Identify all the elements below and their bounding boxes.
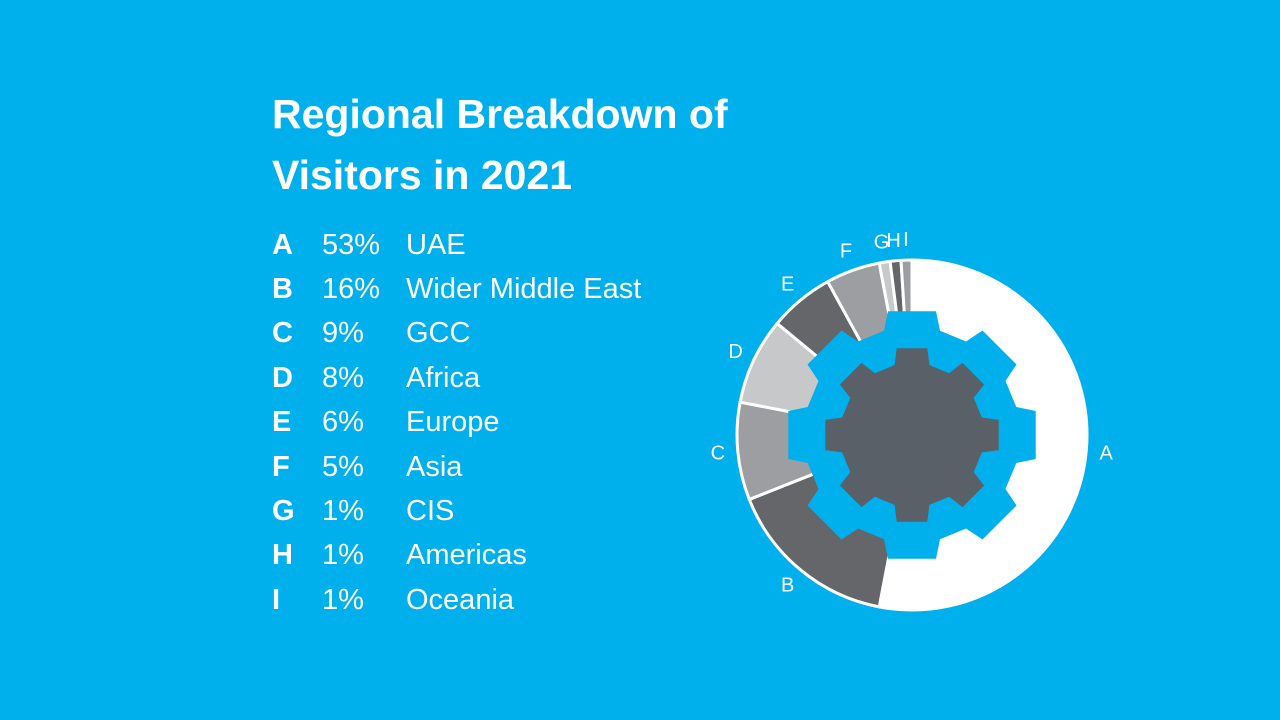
legend-region: Asia (406, 450, 463, 483)
legend-item-h: H 1% Americas (272, 534, 641, 578)
legend-key: A (272, 228, 293, 261)
slice-label-g: G (874, 231, 890, 253)
slice-label-e: E (781, 274, 794, 296)
legend-item-f: F 5% Asia (272, 445, 641, 489)
legend-percent: 6% (322, 406, 364, 439)
legend-percent: 1% (322, 539, 364, 572)
legend-item-c: C 9% GCC (272, 312, 641, 356)
slice-label-b: B (781, 574, 794, 596)
legend-key: H (272, 539, 293, 572)
slice-labels: A B C D E F GH I (711, 229, 1114, 596)
legend-item-e: E 6% Europe (272, 401, 641, 445)
legend-item-a: A 53% UAE (272, 223, 641, 267)
legend-item-i: I 1% Oceania (272, 578, 641, 622)
legend-region: GCC (406, 317, 471, 350)
slice-label-a: A (1099, 442, 1113, 464)
legend-percent: 8% (322, 361, 364, 394)
legend-key: C (272, 317, 293, 350)
legend-region: Africa (406, 361, 481, 394)
page-title: Regional Breakdown of Visitors in 2021 (272, 84, 832, 206)
legend-percent: 1% (322, 495, 364, 528)
legend-percent: 1% (322, 583, 364, 616)
gear-icon (825, 348, 999, 522)
legend-region: Wider Middle East (406, 273, 642, 306)
chart-legend: A 53% UAE B 16% Wider Middle East C 9% G… (272, 223, 641, 623)
slice-label-i: I (903, 229, 909, 251)
legend-region: Oceania (406, 583, 515, 616)
slice-label-d: D (728, 341, 742, 363)
legend-region: Americas (406, 539, 527, 572)
legend-item-d: D 8% Africa (272, 356, 641, 400)
legend-item-g: G 1% CIS (272, 489, 641, 533)
legend-key: I (272, 583, 281, 616)
legend-percent: 5% (322, 450, 364, 483)
legend-key: B (272, 273, 293, 306)
title-line-1: Regional Breakdown of (272, 91, 728, 137)
slice-label-h: H (886, 230, 900, 252)
legend-percent: 16% (322, 273, 381, 306)
legend-key: F (272, 450, 290, 483)
legend-key: E (272, 406, 292, 439)
legend-percent: 53% (322, 228, 381, 261)
legend-region: CIS (406, 495, 455, 528)
legend-region: Europe (406, 406, 500, 439)
legend-item-b: B 16% Wider Middle East (272, 267, 641, 311)
slice-label-c: C (711, 442, 725, 464)
legend-key: D (272, 361, 293, 394)
title-line-2: Visitors in 2021 (272, 152, 573, 198)
legend-percent: 9% (322, 317, 364, 350)
legend-key: G (272, 495, 295, 528)
slice-label-f: F (840, 241, 852, 263)
legend-region: UAE (406, 228, 466, 261)
